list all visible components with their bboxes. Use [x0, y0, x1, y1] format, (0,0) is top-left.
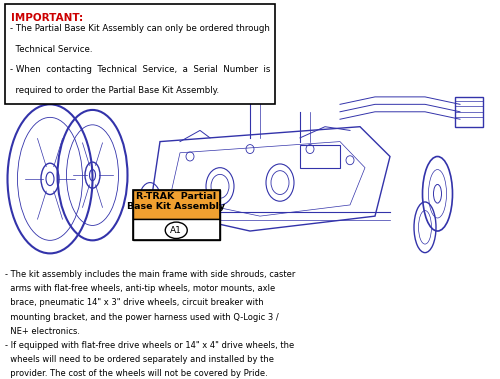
- Text: provider. The cost of the wheels will not be covered by Pride.: provider. The cost of the wheels will no…: [5, 369, 268, 378]
- Text: - If equipped with flat-free drive wheels or 14" x 4" drive wheels, the: - If equipped with flat-free drive wheel…: [5, 341, 294, 350]
- Text: brace, pneumatic 14" x 3" drive wheels, circuit breaker with: brace, pneumatic 14" x 3" drive wheels, …: [5, 299, 264, 307]
- Text: mounting bracket, and the power harness used with Q-Logic 3 /: mounting bracket, and the power harness …: [5, 313, 279, 322]
- Text: R-TRAK  Partial: R-TRAK Partial: [136, 192, 216, 201]
- Text: Base Kit Assembly: Base Kit Assembly: [127, 202, 226, 211]
- Text: A1: A1: [170, 226, 182, 235]
- Text: wheels will need to be ordered separately and installed by the: wheels will need to be ordered separatel…: [5, 355, 274, 364]
- Text: required to order the Partial Base Kit Assembly.: required to order the Partial Base Kit A…: [10, 86, 219, 95]
- Text: - When  contacting  Technical  Service,  a  Serial  Number  is: - When contacting Technical Service, a S…: [10, 65, 270, 74]
- Text: IMPORTANT:: IMPORTANT:: [11, 13, 83, 23]
- Text: arms with flat-free wheels, anti-tip wheels, motor mounts, axle: arms with flat-free wheels, anti-tip whe…: [5, 284, 275, 293]
- Circle shape: [165, 222, 188, 238]
- Text: Technical Service.: Technical Service.: [10, 45, 92, 54]
- FancyBboxPatch shape: [5, 4, 275, 104]
- Text: - The kit assembly includes the main frame with side shrouds, caster: - The kit assembly includes the main fra…: [5, 270, 296, 279]
- Text: NE+ electronics.: NE+ electronics.: [5, 327, 80, 336]
- FancyBboxPatch shape: [132, 219, 220, 240]
- FancyBboxPatch shape: [132, 190, 220, 219]
- Text: - The Partial Base Kit Assembly can only be ordered through: - The Partial Base Kit Assembly can only…: [10, 24, 270, 33]
